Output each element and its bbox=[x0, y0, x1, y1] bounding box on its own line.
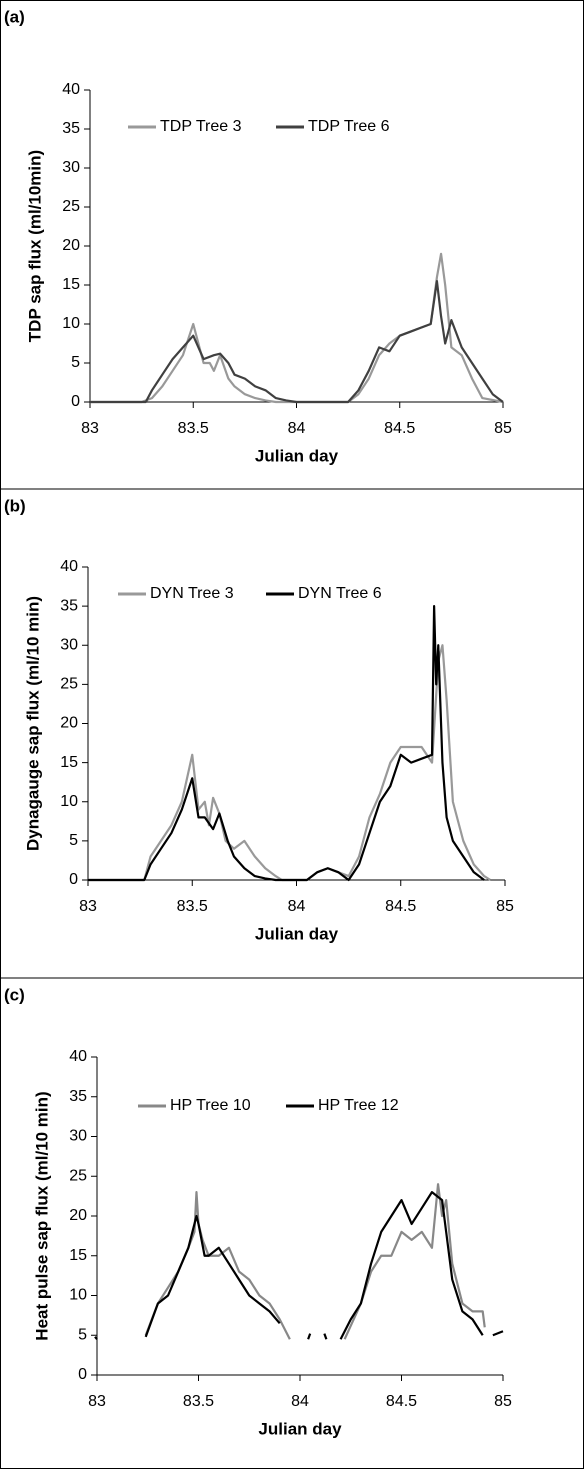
x-tick-label: 83.5 bbox=[183, 1393, 214, 1410]
y-tick-label: 15 bbox=[60, 754, 78, 771]
y-tick-label: 30 bbox=[62, 159, 80, 176]
y-tick-label: 30 bbox=[60, 636, 78, 653]
y-tick-label: 25 bbox=[60, 676, 78, 693]
series-line bbox=[88, 605, 485, 882]
y-axis-title: Heat pulse sap flux (ml/10 min) bbox=[32, 1091, 51, 1340]
y-tick-label: 40 bbox=[62, 81, 80, 98]
series-line bbox=[90, 252, 504, 404]
y-tick-label: 20 bbox=[69, 1207, 87, 1224]
series-line bbox=[94, 1191, 504, 1340]
series-line bbox=[88, 644, 491, 882]
x-tick-label: 83 bbox=[79, 898, 97, 915]
y-axis-title: TDP sap flux (ml/10min) bbox=[25, 150, 44, 342]
panel-border bbox=[0, 0, 584, 490]
y-tick-label: 35 bbox=[60, 597, 78, 614]
y-tick-label: 40 bbox=[69, 1048, 87, 1065]
panel-label: (a) bbox=[4, 7, 25, 26]
legend-label: DYN Tree 6 bbox=[298, 585, 382, 602]
panel-label: (c) bbox=[4, 985, 25, 1004]
x-tick-label: 85 bbox=[494, 1393, 512, 1410]
x-tick-label: 83 bbox=[88, 1393, 106, 1410]
y-tick-label: 10 bbox=[62, 315, 80, 332]
y-tick-label: 20 bbox=[62, 237, 80, 254]
y-tick-label: 40 bbox=[60, 558, 78, 575]
y-tick-label: 25 bbox=[69, 1167, 87, 1184]
x-tick-label: 84 bbox=[288, 898, 306, 915]
y-tick-label: 15 bbox=[62, 276, 80, 293]
y-axis-title: Dynagauge sap flux (ml/10 min) bbox=[23, 596, 42, 851]
series-line bbox=[144, 1183, 486, 1340]
x-tick-label: 83 bbox=[81, 420, 99, 437]
x-tick-label: 84 bbox=[288, 420, 306, 437]
x-tick-label: 84.5 bbox=[385, 898, 416, 915]
y-tick-label: 5 bbox=[71, 354, 80, 371]
legend-label: TDP Tree 3 bbox=[160, 118, 242, 135]
legend-label: TDP Tree 6 bbox=[308, 118, 390, 135]
legend-label: DYN Tree 3 bbox=[150, 585, 234, 602]
legend-label: HP Tree 10 bbox=[170, 1097, 251, 1114]
x-tick-label: 84.5 bbox=[386, 1393, 417, 1410]
y-tick-label: 30 bbox=[69, 1128, 87, 1145]
panel-label: (b) bbox=[4, 496, 26, 515]
x-axis-title: Julian day bbox=[258, 1419, 342, 1438]
x-tick-label: 83.5 bbox=[177, 898, 208, 915]
y-tick-label: 10 bbox=[60, 793, 78, 810]
x-tick-label: 85 bbox=[494, 420, 512, 437]
y-tick-label: 15 bbox=[69, 1247, 87, 1264]
y-tick-label: 0 bbox=[69, 871, 78, 888]
y-tick-label: 0 bbox=[78, 1366, 87, 1383]
y-tick-label: 35 bbox=[62, 120, 80, 137]
y-tick-label: 0 bbox=[71, 393, 80, 410]
legend-label: HP Tree 12 bbox=[318, 1097, 399, 1114]
x-tick-label: 84.5 bbox=[384, 420, 415, 437]
y-tick-label: 35 bbox=[69, 1088, 87, 1105]
x-axis-title: Julian day bbox=[255, 924, 339, 943]
x-axis-title: Julian day bbox=[255, 446, 339, 465]
y-tick-label: 20 bbox=[60, 715, 78, 732]
y-tick-label: 10 bbox=[69, 1287, 87, 1304]
y-tick-label: 5 bbox=[78, 1326, 87, 1343]
y-tick-label: 25 bbox=[62, 198, 80, 215]
series-line bbox=[90, 280, 504, 404]
x-tick-label: 84 bbox=[291, 1393, 309, 1410]
x-tick-label: 85 bbox=[496, 898, 514, 915]
y-tick-label: 5 bbox=[69, 832, 78, 849]
x-tick-label: 83.5 bbox=[178, 420, 209, 437]
